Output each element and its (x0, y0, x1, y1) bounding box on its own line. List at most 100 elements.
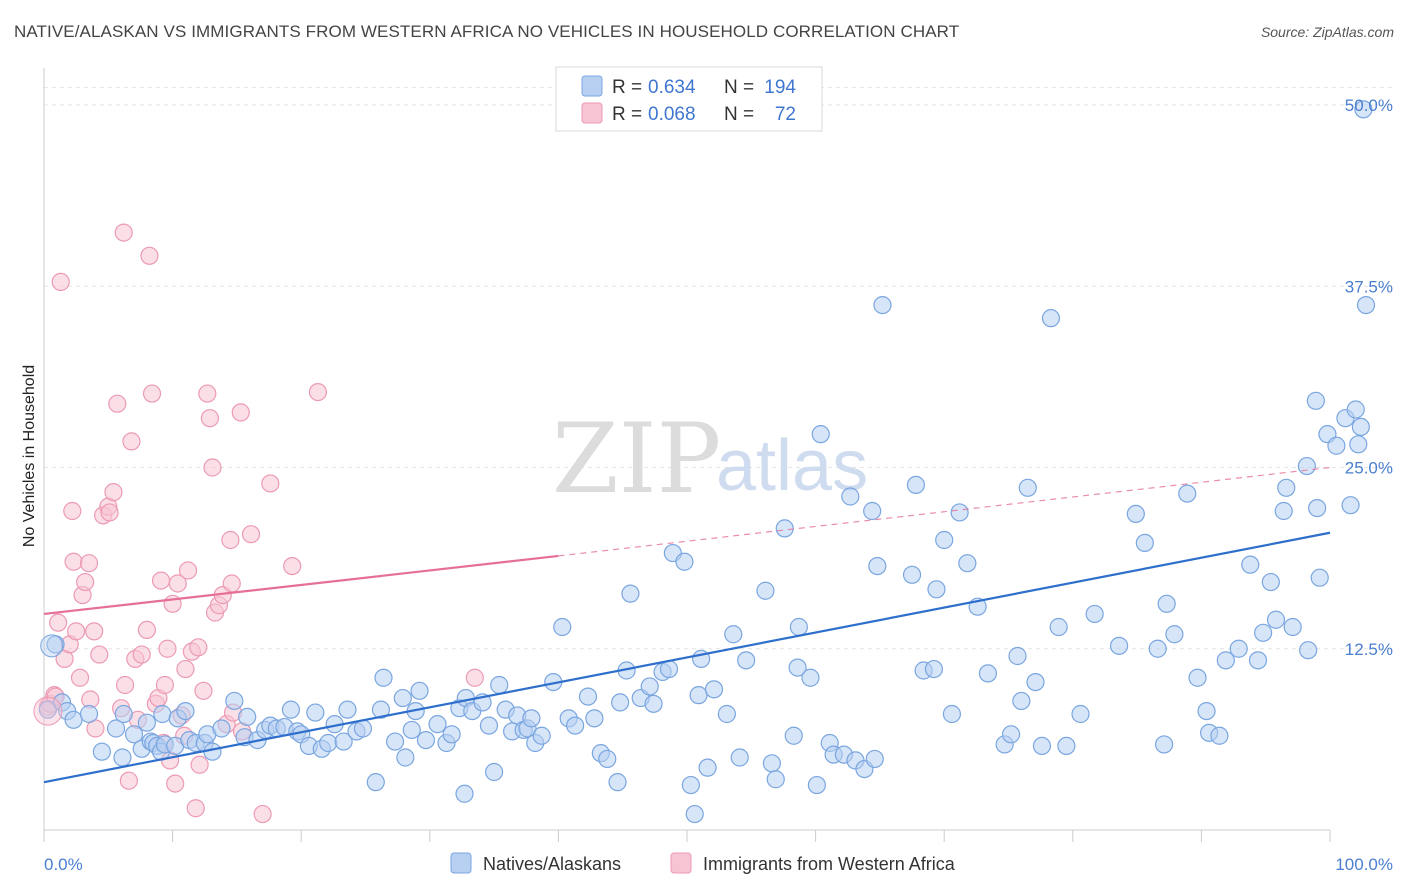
blue-point (1216, 651, 1235, 670)
trend-lines (43, 466, 1331, 784)
blue-point (1248, 651, 1268, 670)
blue-point (950, 503, 969, 522)
bottom-legend: Natives/Alaskans Immigrants from Western… (450, 852, 956, 874)
blue-point (807, 775, 826, 795)
blue-point (79, 704, 99, 724)
pink-point (221, 530, 240, 550)
blue-point (585, 709, 604, 728)
blue-point (374, 668, 393, 687)
blue-point (113, 748, 132, 767)
x-tick-label: 100.0% (1335, 855, 1393, 874)
pink-point (190, 755, 209, 774)
legend-r-label: R = (612, 77, 642, 98)
pink-point (203, 458, 222, 477)
pink-point (176, 659, 195, 679)
blue-point (1306, 391, 1325, 410)
pink-point (241, 525, 261, 544)
legend-n-value: 72 (775, 104, 796, 125)
pink-point (283, 556, 302, 576)
grid (44, 87, 1392, 650)
pink-point (261, 474, 280, 493)
blue-point (868, 556, 887, 576)
pink-point (166, 774, 185, 793)
blue-point (1261, 572, 1280, 592)
blue-point (1241, 555, 1260, 574)
blue-point (106, 719, 126, 738)
blue-point (1266, 610, 1286, 629)
blue-point (1165, 625, 1184, 644)
blue-point (137, 713, 156, 732)
blue-point (1341, 496, 1360, 515)
blue-point (281, 700, 301, 719)
blue-point (490, 675, 509, 695)
blue-point (428, 715, 447, 734)
pink-point (155, 675, 174, 695)
blue-trend-line (43, 531, 1331, 784)
y-tick-label: 12.5% (1345, 640, 1393, 659)
pink-point (90, 645, 109, 664)
blue-point (40, 634, 64, 658)
blue-point (681, 775, 700, 795)
blue-point (724, 625, 743, 644)
pink-point (119, 771, 138, 790)
pink-point (51, 272, 70, 291)
blue-point (608, 773, 627, 792)
blue-point (485, 762, 504, 782)
blue-point (1349, 435, 1368, 454)
blue-point (737, 651, 756, 670)
pink-point (308, 383, 328, 402)
blue-point (371, 700, 391, 719)
blue-point (717, 704, 736, 724)
blue-point (410, 681, 429, 700)
blue-point (644, 694, 663, 713)
blue-point (1308, 499, 1327, 518)
blue-point (393, 688, 412, 708)
blue-point (64, 710, 83, 729)
pink-point (100, 503, 119, 522)
blue-point (1001, 725, 1021, 744)
watermark-zip: ZIP (552, 403, 721, 515)
blue-point (578, 687, 598, 706)
blue-point (1032, 736, 1052, 756)
pink-point (168, 574, 187, 593)
legend-swatch-blue (581, 75, 603, 97)
blue-point (1109, 636, 1129, 655)
blue-point (789, 617, 808, 637)
blue-point (902, 565, 922, 584)
pink-point (115, 675, 135, 695)
blue-point (1085, 604, 1104, 624)
blue-point (319, 733, 338, 753)
pink-trend-line (43, 554, 559, 616)
blue-point (675, 552, 694, 571)
pink-point (151, 571, 171, 590)
pink-point (79, 554, 99, 573)
pink-point (142, 384, 162, 403)
blue-point (640, 677, 659, 696)
blue-point (841, 487, 860, 506)
legend-n-label: N = (724, 77, 754, 98)
blue-point (1188, 668, 1207, 687)
blue-point (114, 704, 133, 724)
blue-point (1148, 639, 1167, 658)
blue-point (455, 784, 474, 803)
blue-point (784, 726, 803, 745)
y-axis-label: No Vehicles in Household (21, 365, 38, 547)
blue-point (811, 425, 830, 444)
blue-point (1310, 568, 1329, 587)
blue-point (1155, 735, 1174, 754)
blue-point (762, 754, 781, 773)
blue-point (698, 758, 717, 777)
legend-r-value: 0.634 (648, 77, 696, 98)
watermark: ZIP atlas (552, 403, 868, 515)
blue-point (1354, 100, 1373, 119)
pink-point (132, 645, 151, 664)
blue-point (334, 732, 353, 751)
blue-point (225, 691, 244, 711)
blue-point (924, 659, 944, 679)
blue-point (92, 742, 111, 761)
pink-point (178, 561, 198, 580)
blue-point (124, 725, 144, 744)
blue-point (38, 700, 57, 719)
blue-point (1229, 639, 1248, 658)
blue-point (958, 554, 977, 573)
